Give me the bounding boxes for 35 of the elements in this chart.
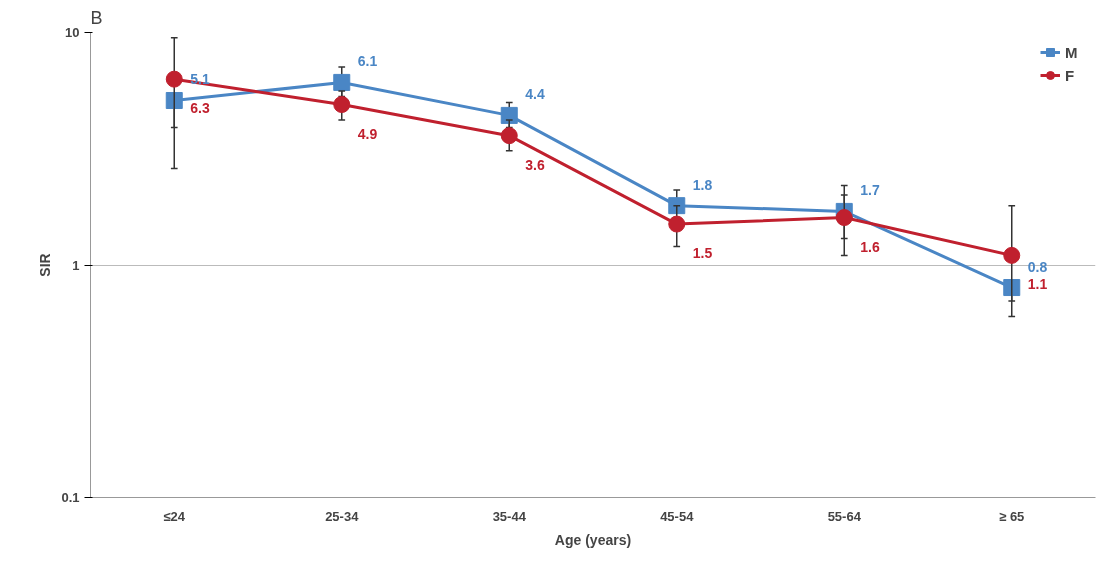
x-tick-label: 45-54 xyxy=(660,508,695,524)
y-tick-label: 0.1 xyxy=(61,490,80,505)
data-label: 4.9 xyxy=(357,125,378,142)
data-label: 0.8 xyxy=(1027,258,1048,275)
data-label: 6.3 xyxy=(190,100,210,117)
point xyxy=(500,106,518,124)
x-tick-label: ≥ 65 xyxy=(999,508,1025,524)
point xyxy=(835,209,853,227)
data-label: 1.7 xyxy=(860,182,880,199)
x-axis-title: Age (years) xyxy=(554,531,632,548)
x-tick-label: 25-34 xyxy=(325,508,360,524)
point xyxy=(668,197,686,215)
point xyxy=(333,73,351,91)
data-label: 4.4 xyxy=(525,86,545,103)
point xyxy=(165,70,183,88)
y-tick-label: 1 xyxy=(72,257,80,273)
data-label: 1.1 xyxy=(1027,276,1048,293)
data-label: 1.8 xyxy=(692,176,713,193)
point xyxy=(668,215,686,233)
point xyxy=(500,127,518,145)
point xyxy=(1003,246,1021,264)
x-tick-label: 35-44 xyxy=(492,508,527,524)
legend-label: F xyxy=(1065,66,1076,84)
legend-label: M xyxy=(1065,43,1079,61)
point xyxy=(165,91,183,109)
data-label: 1.6 xyxy=(860,238,880,255)
x-tick-label: ≤24 xyxy=(163,508,186,524)
y-axis-title: SIR xyxy=(37,253,54,277)
y-tick-label: 10 xyxy=(65,25,80,40)
data-label: 1.5 xyxy=(692,245,713,262)
point xyxy=(333,96,351,114)
data-label: 3.6 xyxy=(525,156,545,173)
text: B xyxy=(90,7,103,28)
data-label: 6.1 xyxy=(357,53,378,70)
x-tick-label: 55-64 xyxy=(827,508,862,524)
